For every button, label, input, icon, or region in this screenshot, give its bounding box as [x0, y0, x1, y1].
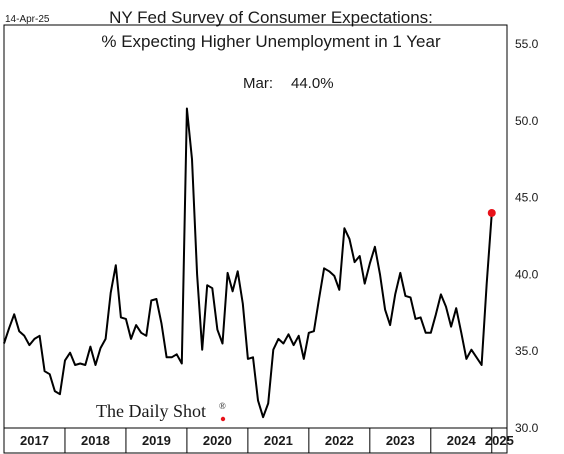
x-tick-label: 2024: [447, 433, 477, 448]
x-tick-label: 2023: [386, 433, 415, 448]
watermark-text: The Daily Shot: [96, 401, 206, 421]
x-axis: 2017 2018 2019 2020 2021 2022 2023 2024 2025: [20, 428, 514, 453]
annotation-value: 44.0%: [291, 75, 334, 92]
series-line: [3, 107, 493, 419]
x-tick-label: 2018: [81, 433, 110, 448]
x-tick-label: 2025: [485, 433, 514, 448]
y-tick-label: 50.0: [515, 114, 539, 128]
annotation-label: Mar:: [243, 75, 273, 92]
date-stamp: 14-Apr-25: [5, 14, 50, 25]
y-tick-label: 45.0: [515, 191, 539, 205]
y-axis: 30.0 35.0 40.0 45.0 50.0 55.0: [515, 37, 539, 435]
x-tick-label: 2022: [325, 433, 354, 448]
chart-title: NY Fed Survey of Consumer Expectations:: [109, 8, 433, 27]
x-tick-label: 2019: [142, 433, 171, 448]
y-tick-label: 40.0: [515, 267, 539, 281]
x-tick-label: 2020: [203, 433, 232, 448]
y-tick-label: 35.0: [515, 344, 539, 358]
plot-frame: [3, 24, 508, 454]
watermark-mark: ®: [219, 401, 226, 411]
y-tick-label: 30.0: [515, 421, 539, 435]
x-tick-label: 2017: [20, 433, 49, 448]
x-tick-label: 2021: [264, 433, 293, 448]
chart-subtitle: % Expecting Higher Unemployment in 1 Yea…: [101, 32, 441, 51]
y-tick-label: 55.0: [515, 37, 539, 51]
last-point-marker: [487, 208, 496, 217]
watermark-dot: [220, 416, 226, 422]
